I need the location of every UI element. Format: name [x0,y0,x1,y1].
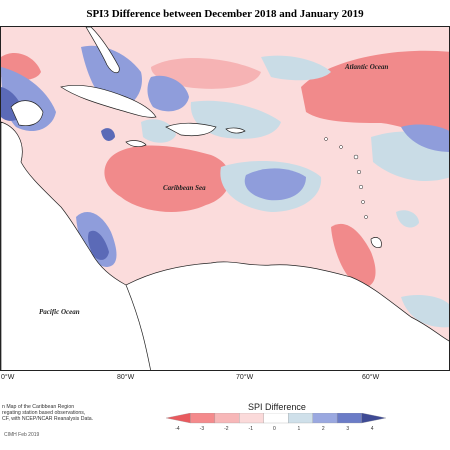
pacific-ocean-label: Pacific Ocean [39,308,80,316]
south-america [125,261,449,370]
legend-tick-label: 4 [370,426,374,432]
anomaly-atlantic-positive [261,55,331,81]
lon-tick-1: 80°W [117,374,135,381]
legend-swatch-1 [190,413,216,424]
anomaly-caribbean-negative [104,145,231,212]
anomaly-central-positive-core [244,168,306,201]
legend-swatch-5 [288,413,313,424]
anomaly-small-positive [396,210,419,228]
anomaly-south-positive [401,295,449,328]
cuba [60,84,157,118]
legend-swatch-8 [361,413,387,424]
lon-tick-2: 70°W [236,374,254,381]
legend-swatch-3 [239,413,264,424]
yucatan [10,100,44,126]
anomaly-florida-positive [81,45,142,108]
legend-swatch-7 [336,413,362,424]
anomaly-atlantic-negative [301,50,449,137]
legend-swatch-6 [312,413,338,424]
lon-tick-3: 60°W [362,374,380,381]
credit-line-2: regating station based observations, [2,410,86,416]
credit-line-3: CF, with NCEP/NCAR Reanalysis Data. [2,416,94,422]
credit-line-1: n Map of the Caribbean Region [2,404,75,410]
legend-tick-label: 0 [273,426,276,432]
legend-tick-label: 1 [297,426,301,432]
legend-tick-label: -1 [248,426,253,432]
anomaly-windward-positive [401,124,449,152]
florida [85,27,120,74]
legend-swatch-4 [263,413,289,424]
anomaly-south-america-negative [331,223,376,288]
legend-tick-label: 3 [346,426,350,432]
anomaly-fields [1,45,449,328]
caribbean-sea-label: Caribbean Sea [163,184,206,192]
anomaly-gulf-negative [151,57,261,89]
lon-tick-0: 0°W [1,374,15,381]
legend-tick-label: -2 [224,426,229,432]
trinidad [370,237,382,248]
map-title: SPI3 Difference between December 2018 an… [86,8,364,20]
jamaica [125,140,147,148]
map-panel: Atlantic Ocean Caribbean Sea Pacific Oce… [0,26,450,371]
spi-difference-map [1,27,449,370]
legend-tick-label: -4 [175,426,180,432]
lesser-antilles [324,137,368,219]
anomaly-hispaniola-positive [141,119,176,143]
footer-credit: CIMH Feb 2019 [4,432,40,438]
anomaly-bahamas-positive [147,75,189,112]
anomaly-small-strong [101,128,115,141]
legend-tick-label: 2 [321,426,325,432]
legend-title: SPI Difference [248,402,306,412]
legend-tick-label: -3 [199,426,205,432]
hispaniola [165,122,217,137]
land-masses [1,27,449,370]
legend-swatch-0 [165,413,191,424]
atlantic-ocean-label: Atlantic Ocean [345,63,389,71]
puerto-rico [225,127,246,134]
legend-swatch-2 [214,413,240,424]
legend-color-bar [165,413,387,424]
anomaly-panama-positive-core [88,230,109,260]
